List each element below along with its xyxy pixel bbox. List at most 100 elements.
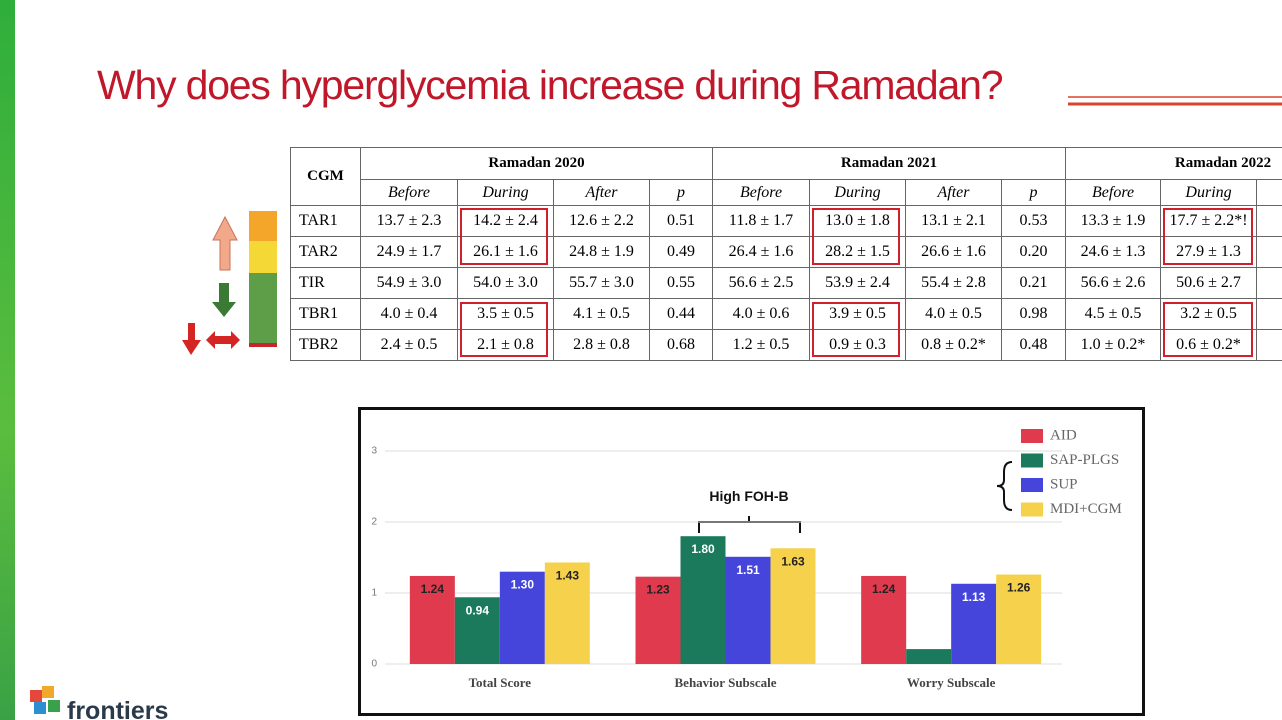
side-stripe [0,0,15,720]
legend-swatch [1021,478,1043,492]
highlight-box [1163,208,1253,265]
bar [454,597,500,664]
down-arrow [182,323,201,355]
table-cell: 0.51 [648,205,714,237]
table-cell [1256,329,1282,361]
row-label: TBR2 [290,329,361,361]
table-row: TIR 54.9 ± 3.0 54.0 ± 3.0 55.7 ± 3.0 0.55 56.… [290,267,1282,299]
legend-label: AID [1050,427,1077,443]
table-cell: 13.3 ± 1.9 [1065,205,1162,237]
table-cell: 11.8 ± 1.7 [712,205,811,237]
table-cell: 17.7 ± 2.2*! [1160,205,1258,237]
bar [861,575,907,664]
y-tick-label: 3 [371,446,377,457]
table-cell: 0.20 [1001,236,1067,268]
table-cell: 0.98 [1001,298,1067,330]
x-tick-label: Total Score [469,675,532,690]
value-label: 0.94 [466,603,490,617]
logo-mark [34,702,46,714]
down-arrow [212,283,236,317]
table-cell: 24.9 ± 1.7 [360,236,458,268]
value-label: 1.43 [556,568,580,582]
row-label: TIR [290,267,361,299]
y-tick-label: 0 [371,659,377,670]
table-cell: 24.8 ± 1.9 [553,236,650,268]
table-cell [1256,205,1282,237]
bar [951,583,997,664]
logo-mark [30,690,42,702]
bar [635,576,681,664]
legend-label: SUP [1050,476,1078,492]
table-cell: 24.6 ± 1.3 [1065,236,1162,268]
value-label: 1.26 [1007,581,1031,595]
value-label: 1.13 [962,590,986,604]
range-bar [249,343,277,347]
bar [544,562,590,664]
value-label: 1.30 [511,578,535,592]
row-label: TAR1 [290,205,361,237]
table-cell: 0.68 [648,329,714,361]
highlight-box [812,208,900,265]
logo-mark [48,700,60,712]
table-cell: 55.7 ± 3.0 [553,267,650,299]
row-label: TBR1 [290,298,361,330]
y-tick-label: 2 [371,517,377,528]
table-cell: 1.0 ± 0.2* [1065,329,1162,361]
table-cell: 55.4 ± 2.8 [905,267,1003,299]
table-cell [1256,236,1282,268]
range-bar [249,241,277,273]
bar [906,649,952,664]
subheader-cell: During [809,179,907,206]
table-row: TBR2 2.4 ± 0.5 2.1 ± 0.8 2.8 ± 0.8 0.68 1.2 ±… [290,329,1282,361]
bar [409,575,455,664]
subheader-cell: p [1001,179,1067,206]
legend-label: MDI+CGM [1050,501,1122,517]
table-cell: 50.6 ± 2.7 [1160,267,1258,299]
table-container: CGM Ramadan 2020 Ramadan 2021 Ramadan 2022 B… [290,147,1282,369]
value-label: 1.23 [646,583,670,597]
highlight-box [1163,302,1253,357]
table-cell: 1.2 ± 0.5 [712,329,811,361]
x-tick-label: Behavior Subscale [675,675,777,690]
table-cell: 4.5 ± 0.5 [1065,298,1162,330]
table-cell: 2.8 ± 0.8 [553,329,650,361]
table-cell: 13.7 ± 2.3 [360,205,458,237]
x-tick-label: Worry Subscale [907,675,996,690]
bar [996,574,1042,664]
annotation: High FOH-B [709,488,788,504]
table-cell: 13.0 ± 1.8 [809,205,907,237]
range-bar [249,211,277,241]
table-cell: 53.9 ± 2.4 [809,267,907,299]
subheader-cell: p [648,179,714,206]
table-cell: 0.44 [648,298,714,330]
table-cell: 14.2 ± 2.4 [457,205,554,237]
table-cell: 0.48 [1001,329,1067,361]
highlight-box [460,302,548,357]
cgm-table: CGM Ramadan 2020 Ramadan 2021 Ramadan 2022 B… [290,147,1282,361]
up-arrow [212,215,238,271]
logo-mark [42,686,54,698]
bar [725,556,771,664]
table-cell: 0.21 [1001,267,1067,299]
value-label: 1.63 [781,554,805,568]
table-row: TAR1 13.7 ± 2.3 14.2 ± 2.4 12.6 ± 2.2 0.51 11… [290,205,1282,237]
highlight-box [812,302,900,357]
subheader-cell: After [905,179,1003,206]
subheader-cell: During [1160,179,1258,206]
bar [680,536,726,664]
table-cell: 2.4 ± 0.5 [360,329,458,361]
value-label: 1.24 [872,582,896,596]
table-cell: 0.55 [648,267,714,299]
table-cell: 26.6 ± 1.6 [905,236,1003,268]
legend-swatch [1021,429,1043,443]
range-bar [249,273,277,343]
bar [770,548,816,664]
bar [499,571,545,664]
subheader-cell [1256,179,1282,206]
legend-swatch [1021,502,1043,517]
highlight-box [460,208,548,265]
slide-title: Why does hyperglycemia increase during R… [97,62,1004,108]
chart-frame [358,407,1145,716]
